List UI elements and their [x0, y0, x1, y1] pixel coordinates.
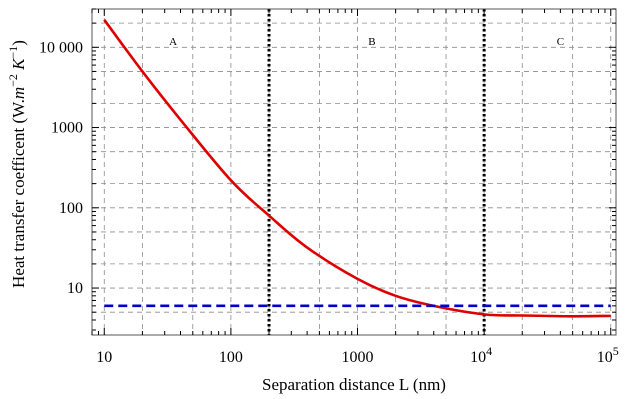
y-tick-label: 10 000	[39, 39, 83, 56]
series	[103, 19, 611, 318]
y-tick-label: 10	[67, 280, 83, 297]
region-label: C	[557, 36, 564, 48]
y-axis-title: Heat transfer coefficent (W.m−2 K−1)	[6, 40, 28, 288]
y-tick-label: 1000	[51, 120, 83, 137]
x-tick-labels: 10 100 1000 104 105	[96, 344, 618, 366]
y-tick-labels: 10 100 1000 10 000	[39, 39, 83, 297]
x-tick-label: 10	[96, 349, 112, 366]
region-label: A	[169, 36, 177, 48]
data-line	[103, 19, 611, 318]
x-tick-label: 105	[597, 344, 619, 366]
region-label: B	[368, 36, 375, 48]
grid	[92, 9, 616, 335]
axis-ticks	[91, 8, 616, 335]
x-tick-label: 100	[219, 349, 243, 366]
region-labels: A B C	[169, 36, 564, 48]
x-axis-title: Separation distance L (nm)	[262, 375, 446, 394]
plot-frame	[91, 8, 617, 336]
x-tick-label: 1000	[342, 349, 374, 366]
region-dividers	[267, 9, 486, 335]
x-tick-label: 104	[470, 344, 492, 366]
y-tick-label: 100	[59, 200, 83, 217]
